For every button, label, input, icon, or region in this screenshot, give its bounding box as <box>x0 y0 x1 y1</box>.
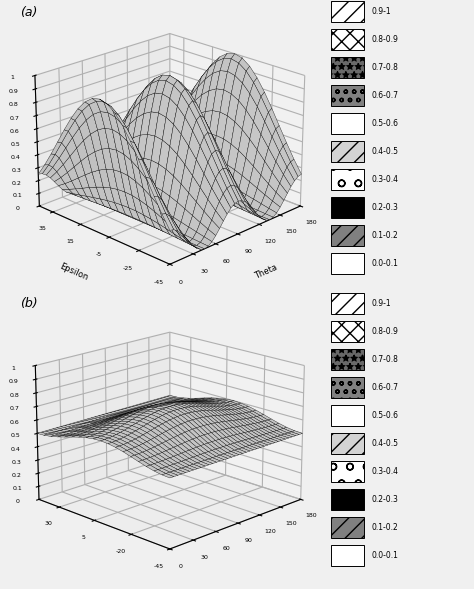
Text: 0.3-0.4: 0.3-0.4 <box>371 466 398 476</box>
Bar <box>331 517 364 538</box>
Text: 0.0-0.1: 0.0-0.1 <box>371 551 398 560</box>
Bar <box>331 253 364 274</box>
Text: 0.1-0.2: 0.1-0.2 <box>371 231 398 240</box>
Text: 0.9-1: 0.9-1 <box>371 7 391 16</box>
Text: 0.6-0.7: 0.6-0.7 <box>371 91 398 100</box>
Bar <box>331 141 364 162</box>
Text: (a): (a) <box>20 6 37 19</box>
Text: 0.5-0.6: 0.5-0.6 <box>371 411 398 419</box>
Text: 0.0-0.1: 0.0-0.1 <box>371 259 398 268</box>
Bar <box>331 545 364 565</box>
Text: 0.7-0.8: 0.7-0.8 <box>371 63 398 72</box>
Text: 0.8-0.9: 0.8-0.9 <box>371 35 398 44</box>
Bar <box>331 85 364 106</box>
Bar <box>331 113 364 134</box>
Bar <box>331 169 364 190</box>
Text: 0.6-0.7: 0.6-0.7 <box>371 383 398 392</box>
Bar <box>331 1 364 22</box>
X-axis label: Theta: Theta <box>253 263 279 282</box>
Bar <box>331 29 364 50</box>
Bar <box>331 349 364 369</box>
Text: 0.4-0.5: 0.4-0.5 <box>371 147 398 156</box>
Bar <box>331 197 364 218</box>
Text: 0.7-0.8: 0.7-0.8 <box>371 355 398 363</box>
Text: 0.1-0.2: 0.1-0.2 <box>371 522 398 532</box>
Bar <box>331 57 364 78</box>
Text: 0.5-0.6: 0.5-0.6 <box>371 119 398 128</box>
Bar <box>331 377 364 398</box>
Y-axis label: Epsilon: Epsilon <box>58 262 90 283</box>
Text: 0.3-0.4: 0.3-0.4 <box>371 175 398 184</box>
Text: 0.8-0.9: 0.8-0.9 <box>371 327 398 336</box>
Bar <box>331 225 364 246</box>
Text: 0.9-1: 0.9-1 <box>371 299 391 307</box>
Bar <box>331 405 364 425</box>
Text: 0.2-0.3: 0.2-0.3 <box>371 495 398 504</box>
Bar <box>331 433 364 454</box>
Text: 0.4-0.5: 0.4-0.5 <box>371 439 398 448</box>
Bar <box>331 461 364 482</box>
Text: (b): (b) <box>20 297 38 310</box>
Bar <box>331 489 364 509</box>
Bar <box>331 293 364 313</box>
Bar <box>331 321 364 342</box>
Text: 0.2-0.3: 0.2-0.3 <box>371 203 398 212</box>
